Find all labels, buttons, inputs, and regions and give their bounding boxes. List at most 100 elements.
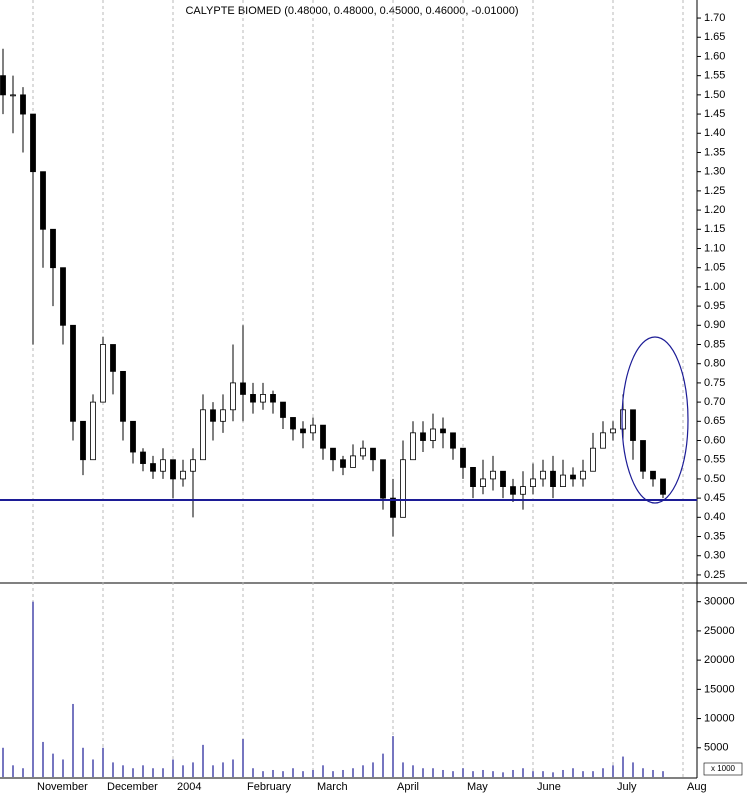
candle-body — [330, 447, 336, 461]
candle-body — [250, 394, 256, 403]
candle-body — [80, 420, 86, 461]
y-tick-label: 25000 — [704, 625, 735, 637]
y-tick-label: 1.55 — [704, 70, 725, 82]
candle-body — [130, 420, 136, 453]
volume-bar — [482, 769, 484, 777]
volume-bar — [202, 744, 204, 777]
candle-body — [290, 417, 296, 430]
volume-bar — [12, 765, 14, 777]
volume-bar — [412, 765, 414, 777]
y-tick-label: 1.40 — [704, 127, 725, 139]
volume-bar — [332, 771, 334, 777]
candle-body — [560, 474, 566, 488]
y-tick-label: 0.85 — [704, 338, 725, 350]
candle-body — [360, 447, 366, 457]
volume-bar — [172, 759, 174, 777]
candle-body — [480, 478, 486, 488]
volume-bar — [542, 771, 544, 777]
volume-bar — [92, 759, 94, 777]
volume-bar — [232, 759, 234, 777]
candle-body — [280, 401, 286, 418]
volume-bar — [602, 768, 604, 777]
x-tick-label: 2004 — [177, 781, 201, 793]
volume-bar — [312, 769, 314, 777]
volume-bar — [512, 769, 514, 777]
y-tick-label: 5000 — [704, 742, 728, 754]
volume-bar — [552, 772, 554, 777]
volume-bar — [262, 771, 264, 777]
candle-body — [190, 459, 196, 472]
volume-bar — [82, 747, 84, 777]
y-tick-label: 0.50 — [704, 473, 725, 485]
volume-bar — [502, 772, 504, 777]
y-tick-label: 20000 — [704, 654, 735, 666]
candle-body — [150, 463, 156, 472]
volume-bar — [132, 768, 134, 777]
candle-body — [650, 470, 656, 480]
candle-body — [400, 459, 406, 518]
volume-bar — [622, 756, 624, 777]
candle-body — [230, 382, 236, 411]
candle-body — [70, 324, 76, 422]
volume-bar — [562, 769, 564, 777]
volume-bar — [292, 768, 294, 777]
volume-bar — [122, 765, 124, 777]
candle-body — [470, 466, 476, 488]
candle-body — [180, 470, 186, 480]
candle-body — [300, 428, 306, 434]
volume-bar — [572, 768, 574, 777]
x-tick-label: November — [37, 781, 88, 793]
candle-body — [90, 401, 96, 461]
y-tick-label: 1.60 — [704, 50, 725, 62]
candle-body — [660, 478, 666, 495]
volume-bar — [252, 768, 254, 777]
candle-body — [120, 370, 126, 422]
volume-bar — [72, 703, 74, 777]
volume-bar — [112, 762, 114, 777]
volume-bar — [522, 768, 524, 777]
x-tick-label: December — [107, 781, 158, 793]
candle-body — [540, 470, 546, 480]
y-tick-label: 1.00 — [704, 281, 725, 293]
y-tick-label: 1.50 — [704, 89, 725, 101]
candle-body — [100, 344, 106, 403]
volume-bar — [62, 759, 64, 777]
volume-bar — [242, 739, 244, 777]
y-tick-label: 0.65 — [704, 415, 725, 427]
candle-body — [640, 440, 646, 472]
candle-body — [590, 447, 596, 472]
candle-body — [350, 455, 356, 468]
candle-body — [30, 113, 36, 173]
volume-bar — [452, 771, 454, 777]
volume-bar — [272, 769, 274, 777]
volume-bar — [152, 768, 154, 777]
candle-body — [60, 267, 66, 326]
y-tick-label: 0.70 — [704, 396, 725, 408]
y-tick-label: 1.05 — [704, 262, 725, 274]
volume-bar — [52, 753, 54, 777]
y-tick-label: 1.35 — [704, 146, 725, 158]
candle-body — [340, 459, 346, 468]
volume-bar — [222, 762, 224, 777]
y-tick-label: 0.30 — [704, 550, 725, 562]
volume-bar — [582, 771, 584, 777]
candle-body — [410, 432, 416, 461]
x-tick-label: June — [537, 781, 561, 793]
volume-bar — [392, 736, 394, 777]
y-tick-label: 1.25 — [704, 185, 725, 197]
candle-body — [610, 428, 616, 434]
volume-bar — [432, 768, 434, 777]
y-tick-label: 1.15 — [704, 223, 725, 235]
y-tick-label: 1.45 — [704, 108, 725, 120]
candle-body — [200, 409, 206, 461]
y-tick-label: 0.25 — [704, 569, 725, 581]
y-tick-label: 1.70 — [704, 12, 725, 24]
candle-body — [210, 409, 216, 422]
chart-title: CALYPTE BIOMED (0.48000, 0.48000, 0.4500… — [185, 5, 518, 17]
volume-bar — [22, 768, 24, 777]
volume-bar — [592, 771, 594, 777]
y-tick-label: 0.90 — [704, 319, 725, 331]
y-tick-label: 15000 — [704, 683, 735, 695]
